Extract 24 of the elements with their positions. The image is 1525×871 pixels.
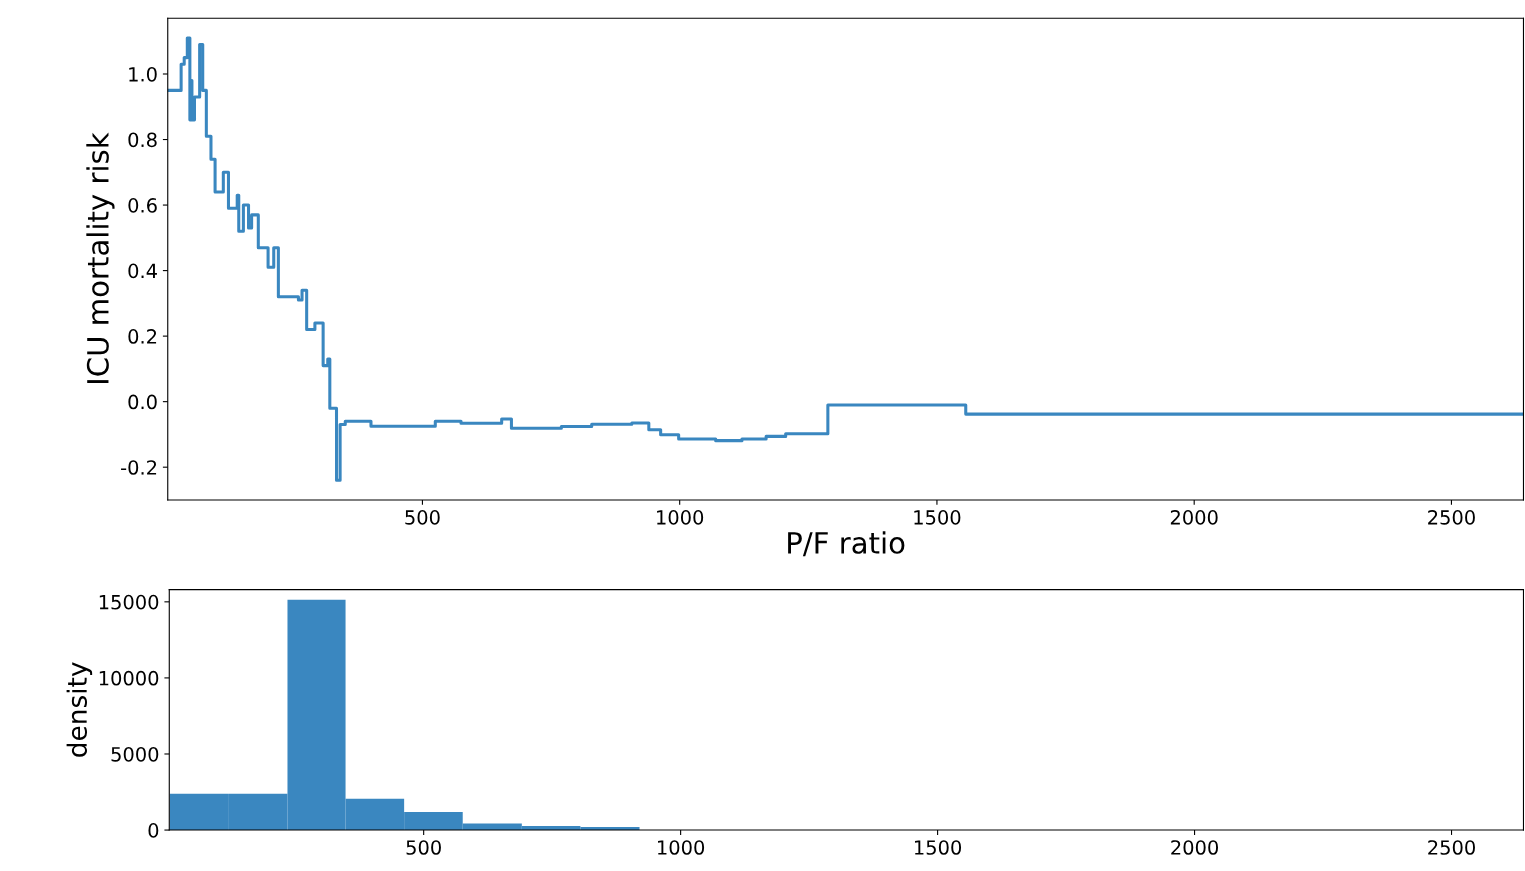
y-tick-label: 0.0 — [128, 394, 157, 410]
x-tick-label: 2500 — [1428, 510, 1475, 525]
y-axis-title: ICU mortality risk — [86, 132, 115, 384]
x-tick-label: 500 — [406, 840, 441, 855]
y-tick-label: 0.4 — [128, 263, 157, 279]
y-tick-label: 10000 — [99, 670, 159, 686]
y-tick-label: 1.0 — [129, 66, 157, 82]
y-axis-title: density — [66, 662, 93, 757]
x-tick-label: 1000 — [658, 840, 705, 855]
x-tick-label: 2000 — [1171, 840, 1219, 855]
y-tick-label: 0 — [148, 823, 159, 838]
x-tick-label: 1500 — [914, 510, 961, 525]
y-tick-label: 15000 — [99, 594, 159, 610]
x-tick-label: 2000 — [1170, 510, 1218, 525]
x-tick-label: 2500 — [1428, 840, 1475, 855]
y-tick-label: 0.6 — [128, 198, 157, 213]
y-tick-label: -0.2 — [121, 460, 157, 475]
x-tick-label: 1500 — [914, 840, 962, 855]
y-tick-label: 5000 — [111, 746, 159, 762]
x-axis-title: P/F ratio — [788, 531, 905, 557]
y-tick-label: 0.8 — [128, 132, 157, 148]
x-tick-label: 500 — [405, 510, 440, 525]
x-tick-label: 1000 — [657, 510, 704, 525]
y-tick-label: 0.2 — [128, 329, 157, 344]
